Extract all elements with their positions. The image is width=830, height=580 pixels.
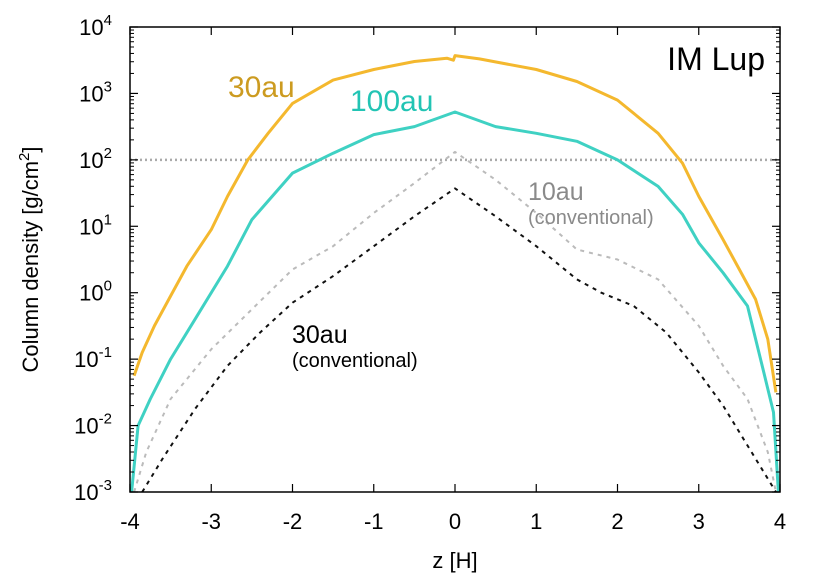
y-tick-exponent: -3: [99, 477, 112, 494]
y-tick-base: 10: [79, 15, 103, 40]
x-tick-label: 1: [530, 509, 542, 534]
y-tick-exponent: -2: [99, 411, 112, 428]
x-tick-label: -1: [364, 509, 384, 534]
series-layer: [130, 54, 780, 493]
x-tick-label: 2: [611, 509, 623, 534]
tick-layer: [129, 26, 781, 493]
series-line-2: [130, 110, 780, 493]
series-line-3: [133, 150, 777, 493]
y-tick-base: 10: [79, 148, 103, 173]
x-tick-label: -2: [283, 509, 303, 534]
x-tick-label: -4: [120, 509, 140, 534]
y-tick-exponent: 2: [104, 145, 112, 162]
y-axis-title: Column density [g/cm2]: [16, 147, 43, 373]
y-tick-base: 10: [79, 81, 103, 106]
y-tick-label: 10-3: [74, 477, 112, 505]
x-tick-label: -3: [201, 509, 221, 534]
series-line-4: [141, 187, 777, 493]
y-tick-label: 100: [79, 278, 112, 306]
x-tick-label: 0: [449, 509, 461, 534]
y-tick-base: 10: [74, 347, 98, 372]
annotation-s100-line-1: 100au: [350, 85, 433, 118]
y-tick-exponent: 4: [104, 12, 112, 29]
y-axis-title-sup: 2: [16, 153, 33, 161]
x-axis-title: z [H]: [432, 548, 477, 573]
y-tick-label: 101: [79, 211, 112, 239]
x-tick-label: 3: [693, 509, 705, 534]
y-tick-label: 10-1: [74, 344, 112, 372]
annotation-s30c-line-2: (conventional): [292, 350, 418, 372]
y-tick-label: 102: [79, 145, 112, 173]
y-tick-label: 10-2: [74, 411, 112, 439]
y-tick-base: 10: [79, 214, 103, 239]
y-tick-base: 10: [79, 281, 103, 306]
y-tick-exponent: 3: [104, 78, 112, 95]
annotation-title-line-1: IM Lup: [667, 41, 765, 77]
annotation-s30-line-1: 30au: [228, 71, 295, 104]
y-tick-label: 103: [79, 78, 112, 106]
y-axis-title-close: ]: [18, 147, 43, 153]
y-tick-base: 10: [74, 480, 98, 505]
y-tick-label: 104: [79, 12, 112, 40]
y-tick-exponent: -1: [99, 344, 112, 361]
annotation-s10c-line-1: 10au: [528, 178, 584, 206]
y-axis-title-main: Column density [g/cm: [18, 161, 43, 373]
x-tick-label: 4: [774, 509, 786, 534]
y-tick-base: 10: [74, 414, 98, 439]
series-line-1: [132, 54, 778, 393]
annotation-s30c-line-1: 30au: [292, 321, 348, 349]
annotation-s10c-line-2: (conventional): [528, 207, 654, 229]
y-tick-exponent: 0: [104, 278, 112, 295]
y-tick-exponent: 1: [104, 211, 112, 228]
